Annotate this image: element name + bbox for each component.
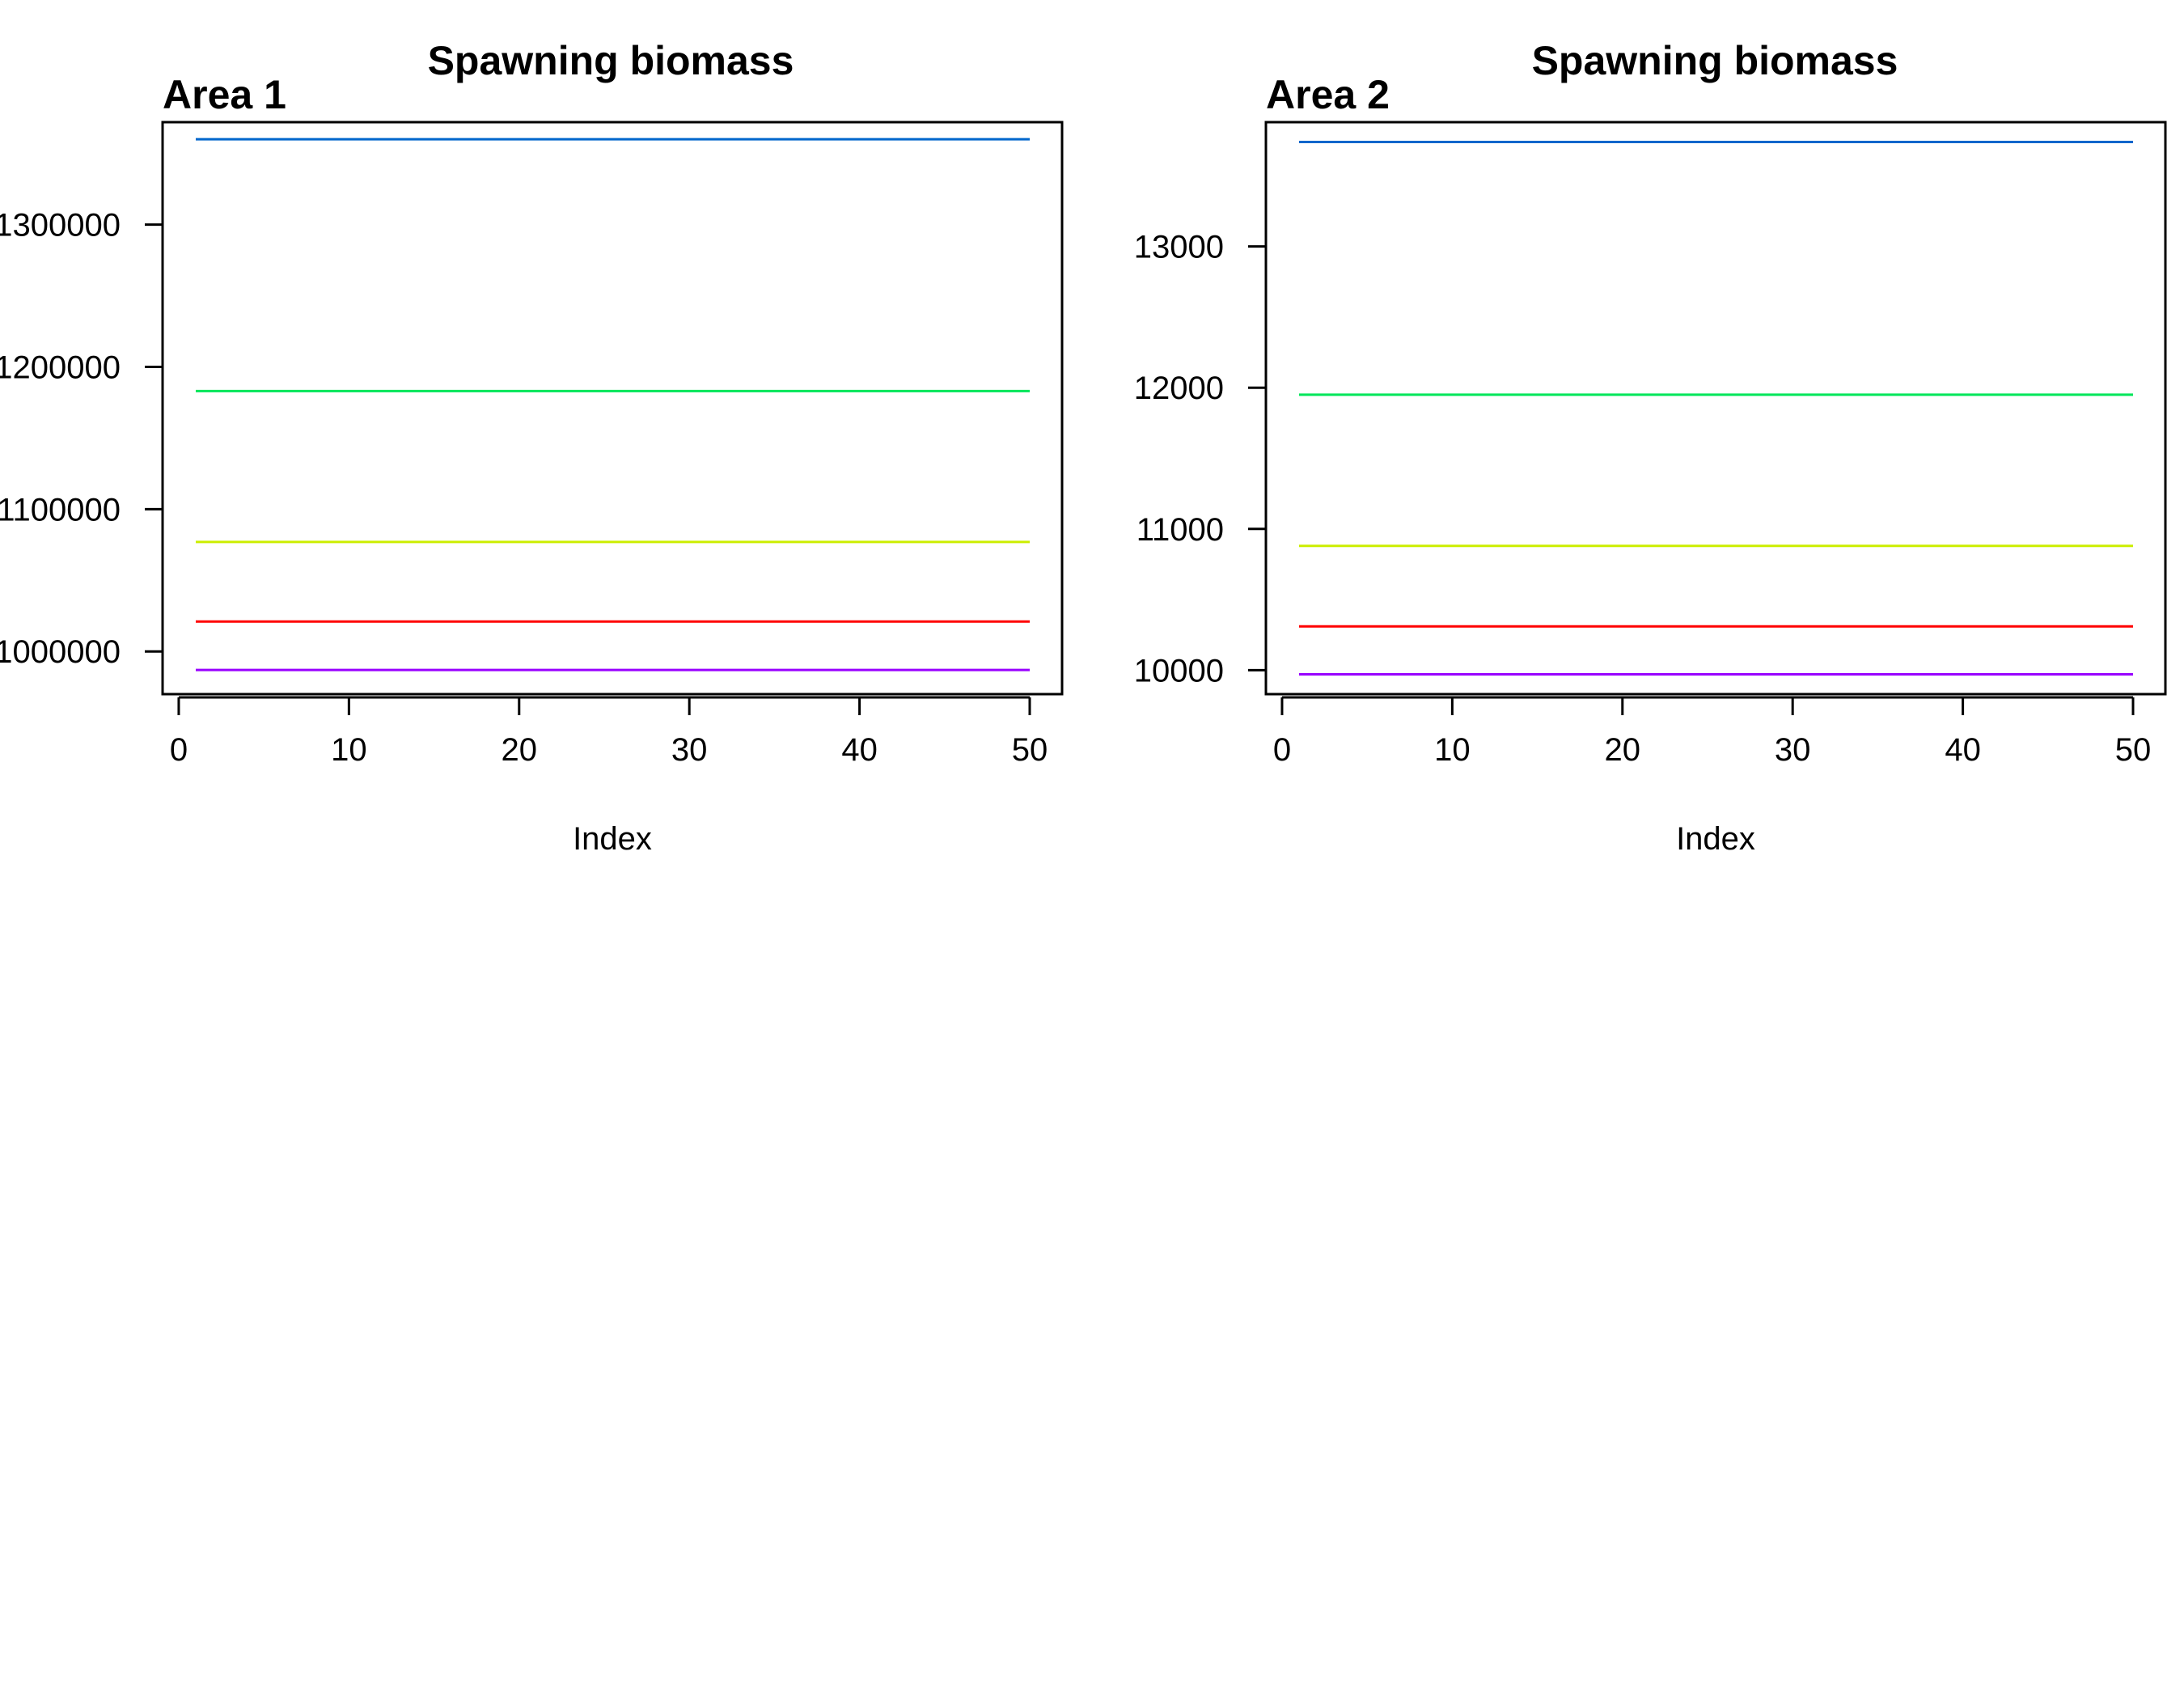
x-tick-label: 50 xyxy=(1012,732,1048,768)
x-tick-label: 30 xyxy=(671,732,708,768)
x-tick-label: 10 xyxy=(331,732,367,768)
y-tick-label: 1200000 xyxy=(0,349,121,385)
x-axis: 0 10 20 30 40 50 xyxy=(170,696,1048,768)
y-tick-label: 1000000 xyxy=(0,634,121,670)
x-tick-label: 20 xyxy=(502,732,538,768)
x-tick-label: 50 xyxy=(2115,732,2152,768)
y-tick-label: 10000 xyxy=(1134,653,1224,688)
series-layer xyxy=(1299,140,2133,676)
x-tick-label: 20 xyxy=(1605,732,1641,768)
area-label: Area 2 xyxy=(1266,72,1390,117)
y-tick-label: 1100000 xyxy=(0,492,121,527)
y-tick-label: 1300000 xyxy=(0,208,121,244)
x-axis: 0 10 20 30 40 50 xyxy=(1273,696,2152,768)
y-axis: 10000 11000 12000 13000 xyxy=(1134,230,1268,688)
y-tick-label: 13000 xyxy=(1134,230,1224,265)
chart-title: Spawning biomass xyxy=(1532,38,1898,83)
y-tick-label: 12000 xyxy=(1134,371,1224,406)
series-layer xyxy=(196,138,1030,671)
y-axis: 1000000 1100000 1200000 1300000 xyxy=(0,208,164,670)
x-tick-label: 40 xyxy=(841,732,878,768)
x-tick-label: 0 xyxy=(170,732,188,768)
plot-box xyxy=(161,121,1064,696)
plot-box xyxy=(1264,121,2167,696)
area-label: Area 1 xyxy=(163,72,286,117)
x-tick-label: 30 xyxy=(1775,732,1811,768)
y-tick-label: 11000 xyxy=(1136,512,1224,548)
chart-title: Spawning biomass xyxy=(428,38,794,83)
x-tick-label: 10 xyxy=(1434,732,1471,768)
x-tick-label: 0 xyxy=(1273,732,1291,768)
x-axis-label: Index xyxy=(1676,821,1755,857)
panel-area-2: Spawning biomass Area 2 0 10 20 30 40 50 1000… xyxy=(1134,38,2167,857)
x-axis-label: Index xyxy=(573,821,652,857)
panel-area-1: Spawning biomass Area 1 0 10 20 30 40 50 1000… xyxy=(0,38,1064,857)
x-tick-label: 40 xyxy=(1945,732,1981,768)
